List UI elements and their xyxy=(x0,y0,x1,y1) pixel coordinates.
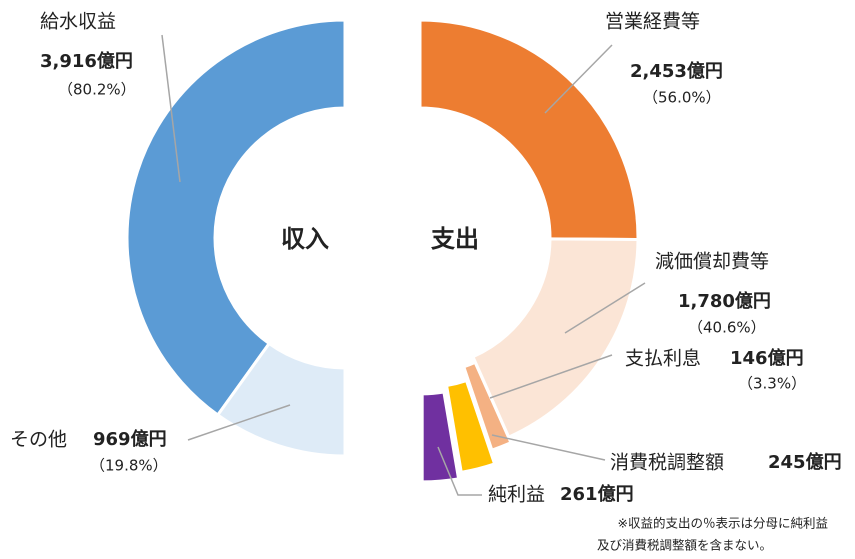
value-label: 245億円 xyxy=(768,451,842,473)
percent-label: （19.8%） xyxy=(90,457,168,475)
leader-line xyxy=(544,44,613,114)
value-label: 261億円 xyxy=(560,483,634,505)
value-label: 3,916億円 xyxy=(40,50,133,72)
category-label: その他 xyxy=(10,429,67,451)
percent-label: （3.3%） xyxy=(738,375,806,393)
leader-line xyxy=(437,446,482,496)
donut-slice xyxy=(461,360,513,453)
category-label: 消費税調整額 xyxy=(610,452,724,474)
percent-label: （56.0%） xyxy=(643,89,721,107)
leader-line xyxy=(564,282,646,334)
category-label: 支払利息 xyxy=(625,348,701,370)
leader-line xyxy=(187,404,291,441)
chart-title: 収入 xyxy=(281,225,329,253)
percent-label: （80.2%） xyxy=(58,81,136,99)
value-label: 146億円 xyxy=(730,347,804,369)
note: 及び消費税調整額を含まない。 xyxy=(597,538,772,553)
category-label: 給水収益 xyxy=(40,11,116,33)
value-label: 969億円 xyxy=(93,428,167,450)
leader-line xyxy=(161,34,181,183)
leader-line xyxy=(491,434,606,461)
category-label: 純利益 xyxy=(488,484,545,506)
leader-line xyxy=(489,354,613,399)
value-label: 2,453億円 xyxy=(630,60,723,82)
donut-slice xyxy=(470,237,640,440)
donut-slice xyxy=(125,18,347,418)
donut-slice xyxy=(418,18,640,241)
donut-slice xyxy=(444,378,497,475)
value-label: 1,780億円 xyxy=(678,290,771,312)
note: ※収益的支出の％表示は分母に純利益 xyxy=(618,516,828,531)
category-label: 減価償却費等 xyxy=(655,251,769,273)
percent-label: （40.6%） xyxy=(688,319,766,337)
chart-title: 支出 xyxy=(431,225,479,253)
category-label: 営業経費等 xyxy=(605,11,700,33)
donut-slice xyxy=(215,341,347,458)
donut-slice xyxy=(420,390,461,484)
